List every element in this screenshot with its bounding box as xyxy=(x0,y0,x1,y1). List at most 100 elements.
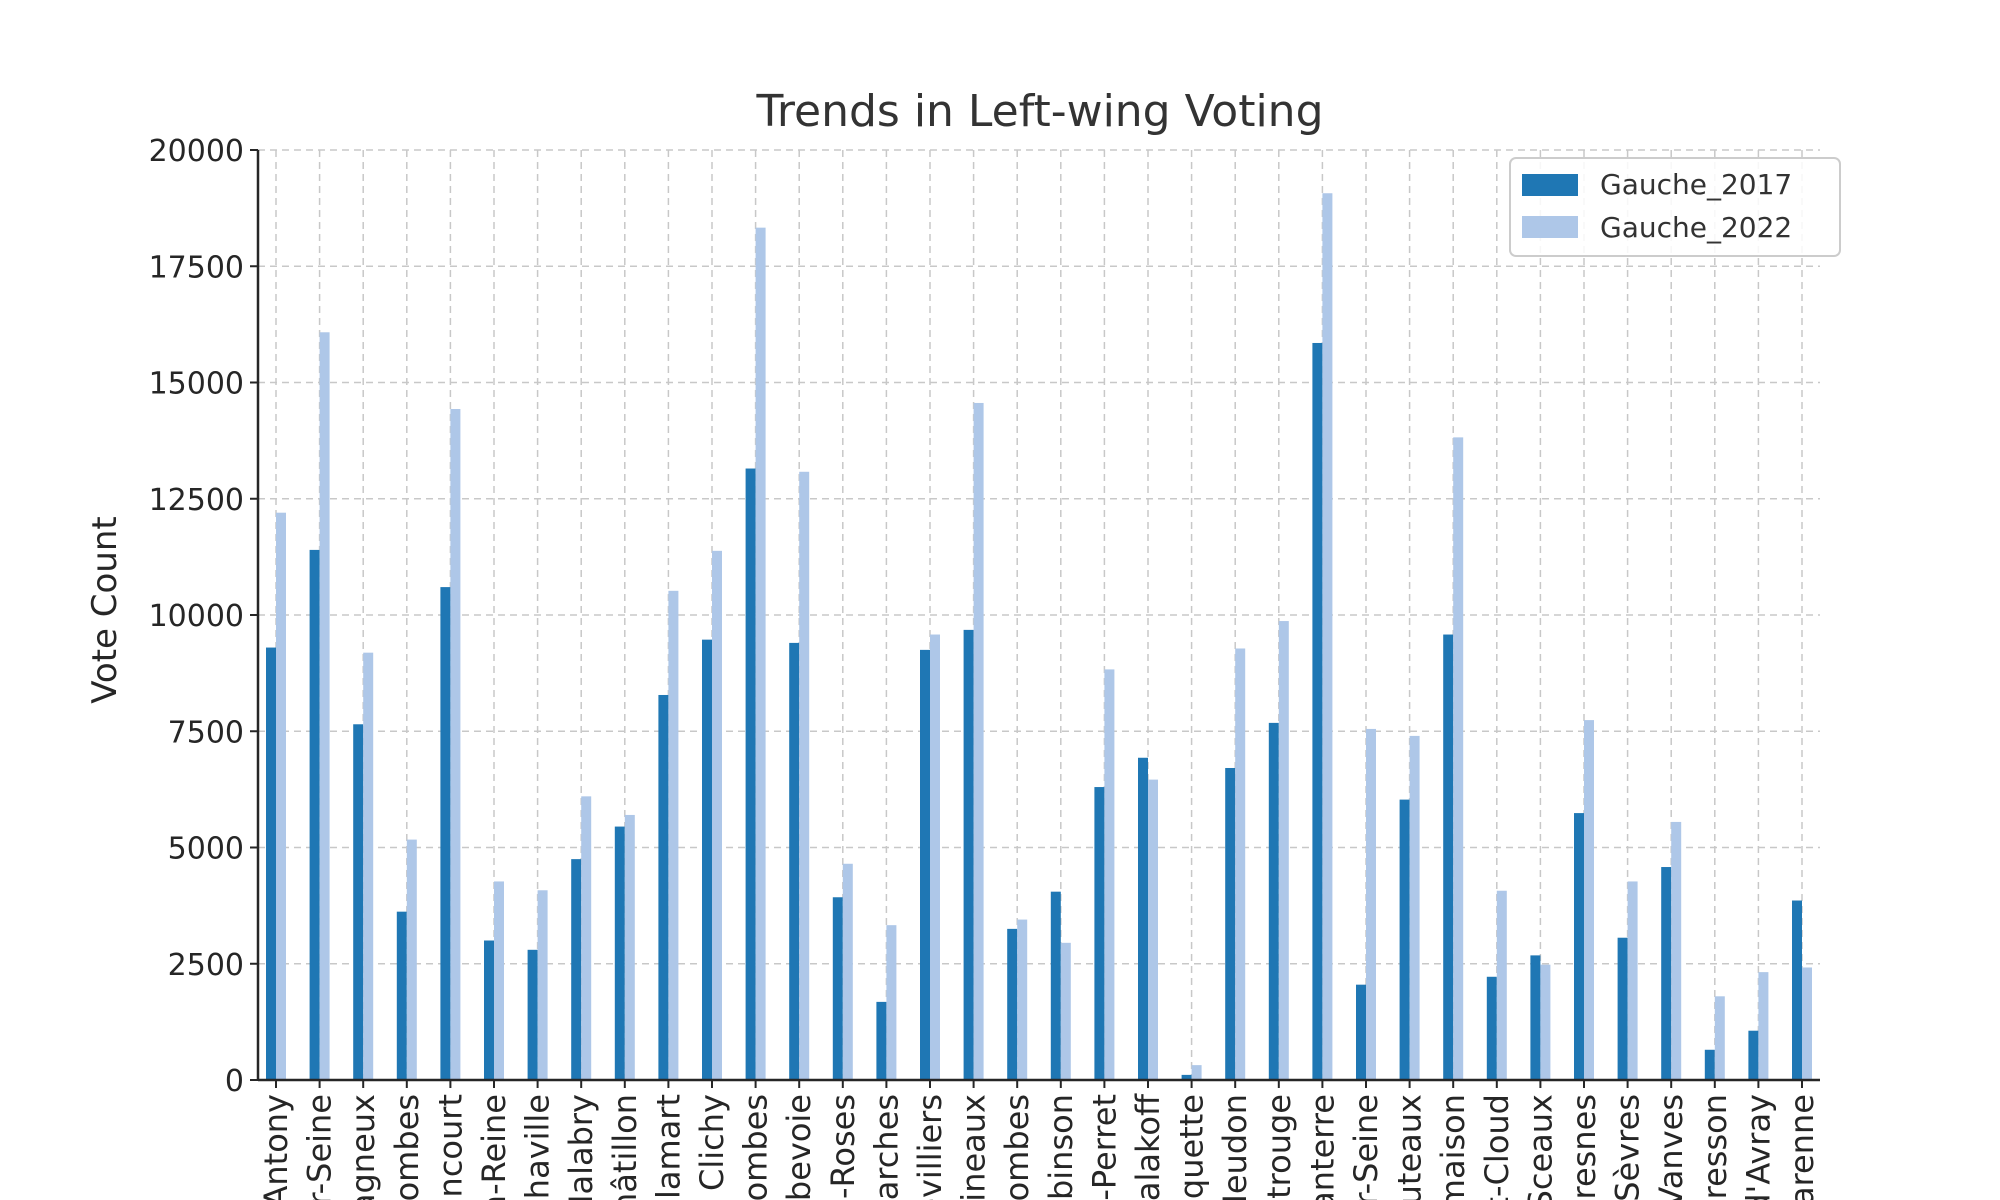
bar-gauche-2017-24 xyxy=(1312,342,1323,1081)
bar-gauche-2022-5 xyxy=(494,881,504,1080)
axes xyxy=(250,149,1820,1088)
bar-gauche-2017-13 xyxy=(832,897,843,1080)
x-tick-label: ur-Seine xyxy=(301,1094,339,1200)
bar-gauche-2017-2 xyxy=(353,724,364,1080)
bar-gauche-2017-29 xyxy=(1530,955,1541,1080)
bar-gauche-2017-3 xyxy=(396,911,407,1080)
chart-title: Trends in Left-wing Voting xyxy=(756,86,1324,137)
bar-gauche-2017-28 xyxy=(1486,976,1497,1080)
bar-gauche-2022-10 xyxy=(712,550,722,1080)
x-tick-label: evilliers xyxy=(911,1094,949,1200)
bar-gauche-2022-17 xyxy=(1017,919,1028,1080)
bar-gauche-2022-8 xyxy=(624,814,635,1080)
y-axis-label: Vote Count xyxy=(85,516,125,703)
bar-gauche-2022-19 xyxy=(1104,669,1115,1080)
bar-gauche-2017-0 xyxy=(266,647,276,1080)
bar-gauche-2022-26 xyxy=(1409,735,1420,1080)
bar-gauche-2017-7 xyxy=(571,859,582,1080)
x-tick-labels: Antony ur-Seine agneux lombes ancourt a-Reine… xyxy=(257,1093,1821,1200)
x-tick-label: s-Perret xyxy=(1085,1094,1123,1200)
y-tick-label: 12500 xyxy=(149,483,244,518)
bar-gauche-2017-20 xyxy=(1138,757,1148,1080)
bar-gauche-2017-27 xyxy=(1443,634,1454,1080)
bar-gauche-2017-15 xyxy=(920,649,930,1080)
bar-gauche-2022-35 xyxy=(1802,967,1812,1080)
legend-box xyxy=(1509,157,1841,257)
x-tick-label: lombes xyxy=(388,1094,426,1200)
bar-gauche-2022-27 xyxy=(1453,437,1464,1080)
bar-gauche-2022-0 xyxy=(276,512,286,1080)
bar-gauche-2022-14 xyxy=(886,925,897,1080)
bar-gauche-2022-31 xyxy=(1627,881,1638,1080)
x-tick-label: Chaville xyxy=(519,1094,557,1200)
x-tick-label: Garches xyxy=(867,1094,905,1200)
bar-gauche-2022-18 xyxy=(1060,942,1071,1080)
bar-gauche-2022-9 xyxy=(668,590,679,1080)
bar-gauche-2022-21 xyxy=(1191,1065,1202,1080)
x-tick-label: anterre xyxy=(1303,1094,1341,1200)
bar-gauche-2017-1 xyxy=(309,549,320,1080)
bar-gauche-2017-34 xyxy=(1748,1030,1759,1080)
bar-gauche-2022-13 xyxy=(842,863,853,1080)
bar-gauche-2022-32 xyxy=(1671,821,1682,1080)
x-tick-label: r-Seine xyxy=(1347,1094,1385,1200)
y-tick-label: 7500 xyxy=(168,715,244,750)
x-tick-label: uresnes xyxy=(1565,1094,1603,1200)
y-tick-label: 10000 xyxy=(149,599,244,634)
x-tick-label: Sceaux xyxy=(1521,1094,1559,1200)
bar-gauche-2017-9 xyxy=(658,694,669,1080)
x-tick-label: Sèvres xyxy=(1609,1094,1647,1200)
bar-gauche-2017-19 xyxy=(1094,787,1105,1080)
x-tick-label: hâtillon xyxy=(606,1094,644,1200)
x-tick-label: ancourt xyxy=(431,1094,469,1200)
x-tick-label: t-Cloud xyxy=(1478,1094,1516,1200)
y-tick-label: 2500 xyxy=(168,948,244,983)
bar-gauche-2022-12 xyxy=(799,471,810,1080)
bar-gauche-2022-30 xyxy=(1584,720,1594,1080)
x-tick-label: rbevoie xyxy=(780,1094,818,1200)
legend-swatch-gauche-2017 xyxy=(1522,174,1578,196)
x-tick-label: lineaux xyxy=(955,1094,993,1200)
bar-gauche-2022-25 xyxy=(1366,728,1376,1080)
bar-gauche-2022-2 xyxy=(363,652,374,1080)
bar-gauche-2017-11 xyxy=(745,468,756,1080)
bar-gauche-2022-11 xyxy=(755,227,766,1080)
bar-gauche-2017-33 xyxy=(1704,1049,1715,1080)
bar-gauche-2022-20 xyxy=(1148,779,1158,1080)
bar-gauche-2017-6 xyxy=(527,949,538,1080)
bar-gauche-2022-6 xyxy=(537,890,548,1080)
legend-label-gauche-2017: Gauche_2017 xyxy=(1600,168,1792,201)
bar-gauche-2022-29 xyxy=(1540,964,1551,1080)
y-tick-label: 0 xyxy=(225,1064,244,1099)
legend: Gauche_2017 Gauche_2022 xyxy=(1509,157,1841,257)
y-tick-labels: 0 2500 5000 7500 10000 12500 15000 17500 20000 xyxy=(149,134,244,1099)
y-tick-label: 20000 xyxy=(149,134,244,169)
x-tick-label: obinson xyxy=(1042,1094,1080,1200)
bar-gauche-2022-4 xyxy=(450,409,461,1080)
bar-gauche-2017-30 xyxy=(1574,813,1584,1080)
x-tick-label: x-Roses xyxy=(824,1094,862,1200)
x-tick-label: lombes xyxy=(998,1094,1036,1200)
bar-gauche-2017-14 xyxy=(876,1001,887,1080)
y-tick-label: 5000 xyxy=(168,832,244,867)
bar-gauche-2022-28 xyxy=(1496,890,1507,1080)
x-tick-label: cresson xyxy=(1696,1094,1734,1200)
bar-gauche-2017-5 xyxy=(484,940,494,1080)
bar-gauche-2022-15 xyxy=(930,634,940,1080)
x-tick-label: d'Avray xyxy=(1739,1094,1777,1200)
bar-gauche-2022-7 xyxy=(581,796,592,1080)
y-tick-label: 15000 xyxy=(149,367,244,402)
bar-gauche-2017-8 xyxy=(614,826,625,1080)
bar-gauche-2017-25 xyxy=(1356,984,1366,1080)
x-tick-label: Puteaux xyxy=(1391,1094,1429,1200)
x-tick-label: a-Reine xyxy=(475,1094,513,1200)
x-tick-label: maison xyxy=(1434,1094,1472,1200)
bar-gauche-2017-4 xyxy=(440,587,451,1080)
bar-gauche-2017-10 xyxy=(702,639,712,1080)
bar-gauche-2017-35 xyxy=(1792,900,1802,1080)
bar-gauche-2022-16 xyxy=(973,402,984,1081)
x-tick-label: Vanves xyxy=(1652,1094,1690,1200)
bar-gauche-2017-22 xyxy=(1225,767,1236,1080)
bar-gauche-2022-3 xyxy=(406,839,417,1080)
